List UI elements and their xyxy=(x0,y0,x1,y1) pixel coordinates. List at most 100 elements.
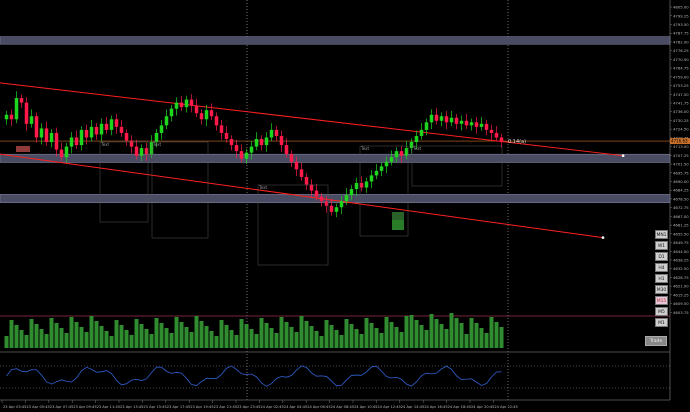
volume-bar xyxy=(429,314,434,348)
volume-bar xyxy=(379,333,384,348)
timeframe-button-m1[interactable]: M1 xyxy=(655,318,668,327)
candle-body xyxy=(349,189,354,196)
trendlines[interactable] xyxy=(0,82,625,239)
candle-body xyxy=(454,117,459,124)
time-tick-label: 23 Apr 05:45 xyxy=(26,405,49,409)
time-tick-label: 24 Apr 14:45 xyxy=(401,405,424,409)
volume-bar xyxy=(489,317,494,348)
candle-body xyxy=(459,120,464,124)
volume-bar xyxy=(69,317,74,348)
candle-body xyxy=(239,151,244,159)
price-axis: 4805.00 4799.25 4793.50 4787.75 4782.00 4776.… xyxy=(508,5,690,315)
candle-body xyxy=(184,99,189,108)
volume-bar xyxy=(94,321,99,348)
object-box xyxy=(411,145,503,187)
price-line-label: 0.14(a) xyxy=(508,139,526,145)
timeframe-button-h4[interactable]: H4 xyxy=(655,263,668,272)
price-tick-label: 4695.75 xyxy=(673,170,689,175)
volume-bar xyxy=(324,320,329,348)
price-zone xyxy=(0,194,671,203)
volume-bar xyxy=(99,326,104,348)
time-tick-label: 24 Apr 02:45 xyxy=(260,405,283,409)
candle-body xyxy=(179,102,184,108)
candle-body xyxy=(319,196,324,202)
oscillator-line xyxy=(6,365,502,387)
volume-bar xyxy=(194,316,199,348)
volume-bar xyxy=(19,330,24,348)
volume-bar xyxy=(164,328,169,348)
volume-bar xyxy=(184,327,189,348)
time-tick-label: 24 Apr 20:45 xyxy=(471,405,494,409)
time-tick-label: 24 Apr 12:45 xyxy=(377,405,400,409)
candle-body xyxy=(219,125,224,133)
time-tick-label: 23 Apr 19:45 xyxy=(190,405,213,409)
current-price-label: 4716.63 xyxy=(671,138,688,143)
trade-button[interactable]: Trade xyxy=(645,336,667,346)
volume-bar xyxy=(224,325,229,348)
volume-bar xyxy=(44,334,49,348)
price-tick-label: 4718.75 xyxy=(673,135,689,140)
price-tick-label: 4632.50 xyxy=(673,266,689,271)
price-tick-label: 4690.00 xyxy=(673,179,689,184)
volume-bar xyxy=(49,318,54,348)
volume-bar xyxy=(159,323,164,348)
volume-bar xyxy=(14,325,19,348)
candle-body xyxy=(404,148,409,156)
timeframe-button-m30[interactable]: M30 xyxy=(655,285,668,294)
volume-bar xyxy=(244,324,249,348)
volume-bar xyxy=(419,325,424,348)
volume-bar xyxy=(304,321,309,348)
volume-bar xyxy=(4,336,9,348)
volume-bar xyxy=(309,326,314,348)
candle-body xyxy=(324,201,329,206)
price-tick-label: 4713.00 xyxy=(673,144,689,149)
object-text-label: Text xyxy=(258,185,268,190)
volume-bar xyxy=(39,329,44,348)
candle-body xyxy=(194,105,199,114)
time-tick-label: 23 Apr 03:45 xyxy=(3,405,26,409)
candle-body xyxy=(144,148,149,155)
price-zone xyxy=(0,153,671,163)
candle-body xyxy=(249,146,254,153)
price-tick-label: 4741.75 xyxy=(673,100,689,105)
candle-body xyxy=(49,132,54,143)
candle-body xyxy=(309,184,314,191)
price-tick-label: 4655.50 xyxy=(673,231,689,236)
candle-body xyxy=(294,161,299,170)
volume-bar xyxy=(469,318,474,348)
volume-bar xyxy=(59,328,64,348)
candle-body xyxy=(389,157,394,162)
timeframe-button-w1[interactable]: W1 xyxy=(655,241,668,250)
volume-bar xyxy=(74,322,79,348)
timeframe-button-mn1[interactable]: MN1 xyxy=(655,230,668,239)
candle-body xyxy=(409,142,414,149)
candle-body xyxy=(469,122,474,126)
time-axis: 23 Apr 03:45 23 Apr 05:45 23 Apr 07:45 23 A… xyxy=(1,400,518,409)
candle-body xyxy=(54,132,59,150)
volume-bar xyxy=(389,322,394,348)
price-tick-label: 4615.25 xyxy=(673,292,689,297)
candle-body xyxy=(84,129,89,138)
candle-body xyxy=(274,129,279,136)
candle-body xyxy=(199,113,204,120)
candle-body xyxy=(419,129,424,136)
volume-bar xyxy=(124,330,129,348)
volume-bar xyxy=(319,336,324,348)
volume-bar xyxy=(424,330,429,348)
price-tick-label: 4609.50 xyxy=(673,301,689,306)
timeframe-button-m5[interactable]: M5 xyxy=(655,307,668,316)
price-tick-label: 4661.25 xyxy=(673,223,689,228)
volume-bar xyxy=(399,332,404,348)
volume-bar xyxy=(369,323,374,348)
volume-bar xyxy=(219,320,224,348)
volume-bar xyxy=(134,319,139,348)
timeframe-button-m15[interactable]: M15 xyxy=(655,296,668,305)
time-tick-label: 23 Apr 11:45 xyxy=(97,405,120,409)
price-zone xyxy=(0,36,671,45)
timeframe-button-h1[interactable]: H1 xyxy=(655,274,668,283)
candle-body xyxy=(369,175,374,182)
volume-bar xyxy=(229,330,234,348)
volume-bar xyxy=(354,329,359,348)
timeframe-button-d1[interactable]: D1 xyxy=(655,252,668,261)
